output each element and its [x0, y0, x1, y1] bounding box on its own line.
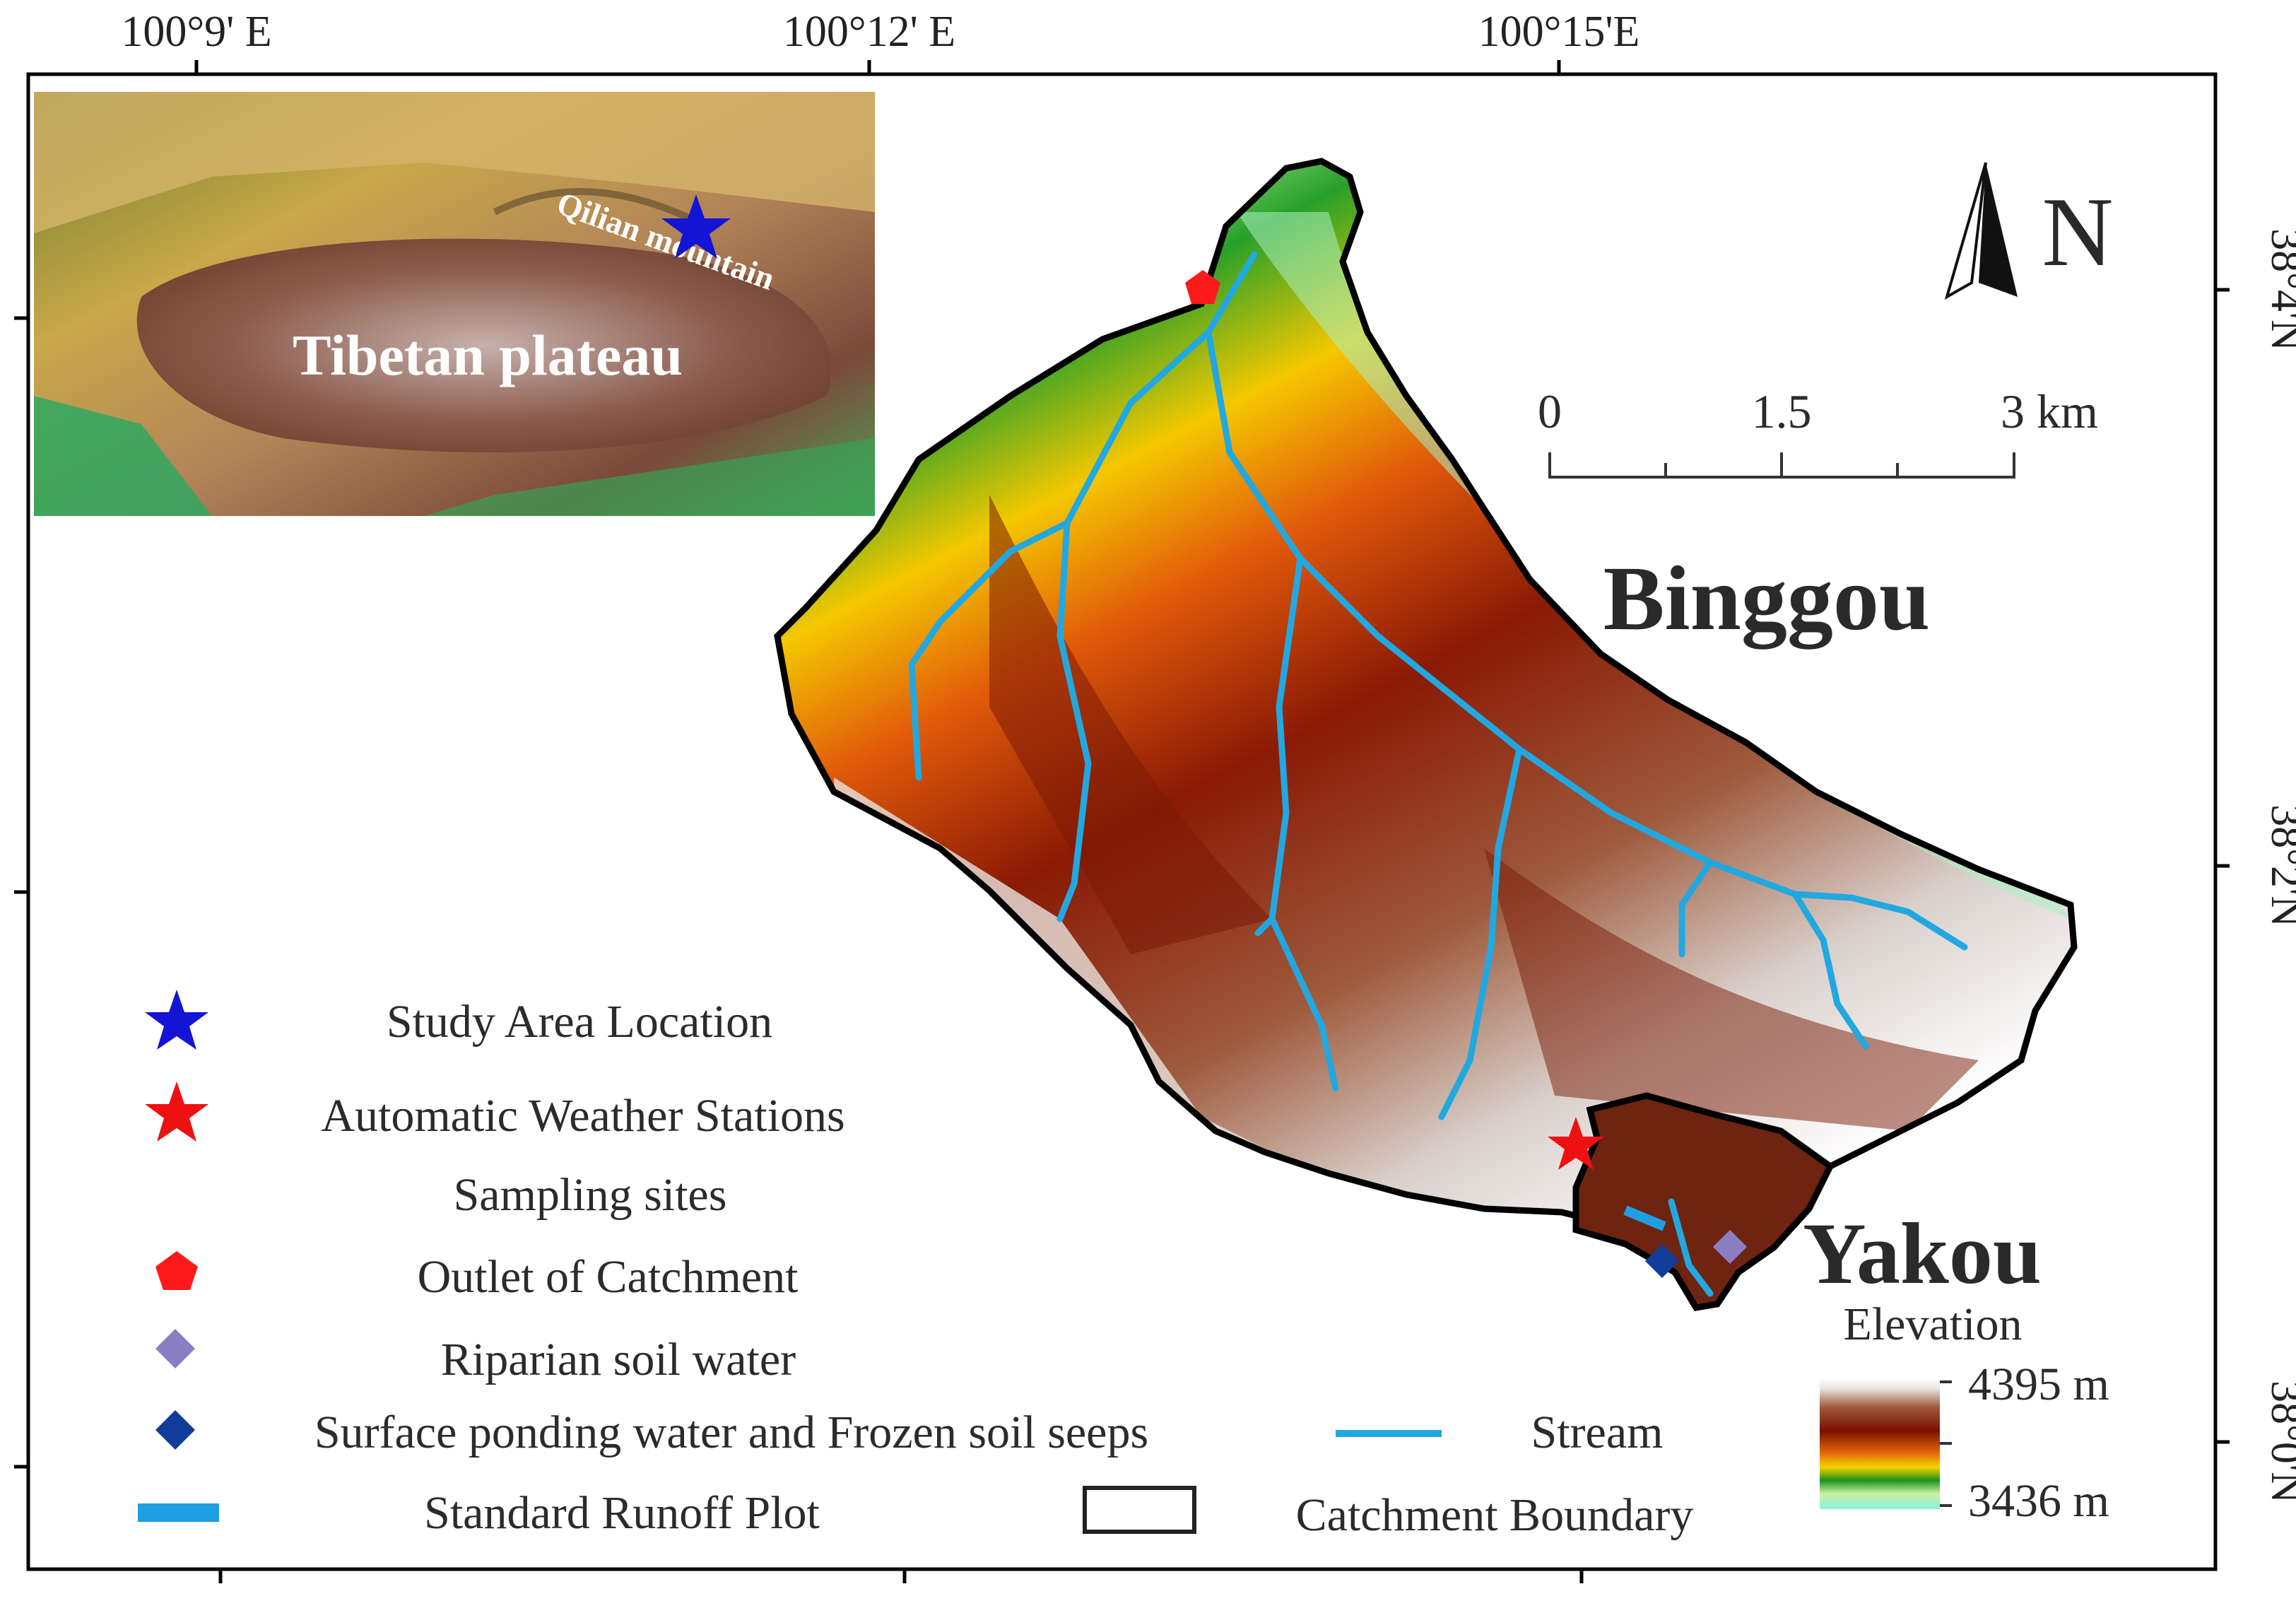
longitude-labels: 100°9' E 100°12' E 100°15'E [121, 8, 1639, 56]
inset-study-star-icon [661, 194, 731, 259]
inset-region-label: Tibetan plateau [293, 323, 683, 387]
catchment-boundary-yakou [1572, 1092, 1835, 1311]
stream-network [908, 251, 1968, 1297]
legend-outlet: Outlet of Catchment [418, 1251, 799, 1303]
plateau-shape [136, 238, 832, 452]
scale-label-1: 1.5 [1752, 385, 1812, 438]
scale-bar: 0 1.5 3 km [1538, 385, 2098, 479]
elevation-max-label: 4395 m [1968, 1359, 2109, 1410]
lat-label-1: 38°4'N [2262, 228, 2296, 351]
legend-ponding: Surface ponding water and Frozen soil se… [314, 1407, 1148, 1458]
elevation-legend: Elevation 4395 m 3436 m [1820, 1298, 2109, 1527]
legend-riparian-diamond-icon [155, 1329, 195, 1368]
runoff-plot-marker [1623, 1205, 1666, 1231]
legend: Study Area Location Automatic Weather St… [138, 990, 1693, 1541]
graticule-ticks [14, 60, 2230, 1583]
lon-label-2: 100°12' E [783, 8, 955, 56]
legend-riparian: Riparian soil water [441, 1334, 796, 1385]
scale-label-2: 3 km [2001, 385, 2098, 438]
legend-boundary: Catchment Boundary [1296, 1489, 1694, 1541]
legend-ponding-diamond-icon [155, 1410, 195, 1450]
north-arrow: N [1944, 162, 2114, 300]
north-arrow-icon [1944, 162, 1987, 300]
legend-aws-star-icon [145, 1081, 208, 1142]
legend-stream: Stream [1531, 1407, 1664, 1458]
legend-runoff-plot: Standard Runoff Plot [424, 1487, 820, 1539]
lon-label-3: 100°15'E [1478, 8, 1640, 56]
elevation-min-label: 3436 m [1968, 1475, 2109, 1527]
inset-map: Tibetan plateau Qilian mountain [34, 92, 875, 516]
legend-outlet-pentagon-icon [155, 1251, 198, 1290]
outlet-pentagon-icon [1185, 270, 1220, 304]
legend-boundary-swatch [1083, 1486, 1196, 1534]
lat-label-3: 38°0'N [2262, 1380, 2296, 1503]
place-label-yakou: Yakou [1803, 1205, 2042, 1302]
legend-study-area: Study Area Location [387, 996, 772, 1048]
north-label: N [2042, 177, 2113, 287]
legend-runoff-plot-swatch [138, 1503, 219, 1522]
lon-label-1: 100°9' E [121, 8, 271, 56]
elevation-title: Elevation [1844, 1298, 2023, 1350]
latitude-labels: 38°4'N 38°2'N 38°0'N [2262, 228, 2296, 1503]
lat-label-2: 38°2'N [2262, 804, 2296, 927]
riparian-diamond-icon [1713, 1230, 1747, 1264]
ponding-diamond-icon [1645, 1244, 1679, 1278]
place-label-binggou: Binggou [1603, 548, 1930, 650]
elevation-color-ramp [1820, 1378, 1940, 1509]
aws-star-icon [1548, 1117, 1604, 1170]
scale-label-0: 0 [1538, 385, 1562, 438]
legend-study-area-star-icon [145, 990, 208, 1050]
legend-aws: Automatic Weather Stations [321, 1090, 844, 1142]
legend-sampling-header: Sampling sites [454, 1169, 727, 1221]
